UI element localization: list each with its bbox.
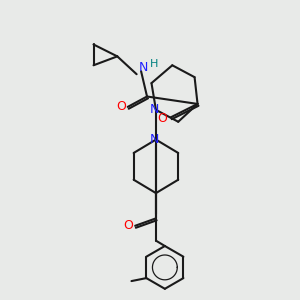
Text: N: N [150,103,159,116]
Text: N: N [150,133,159,146]
Text: O: O [158,112,167,125]
Text: H: H [149,59,158,69]
Text: O: O [124,219,134,232]
Text: N: N [139,61,148,74]
Text: O: O [116,100,126,113]
